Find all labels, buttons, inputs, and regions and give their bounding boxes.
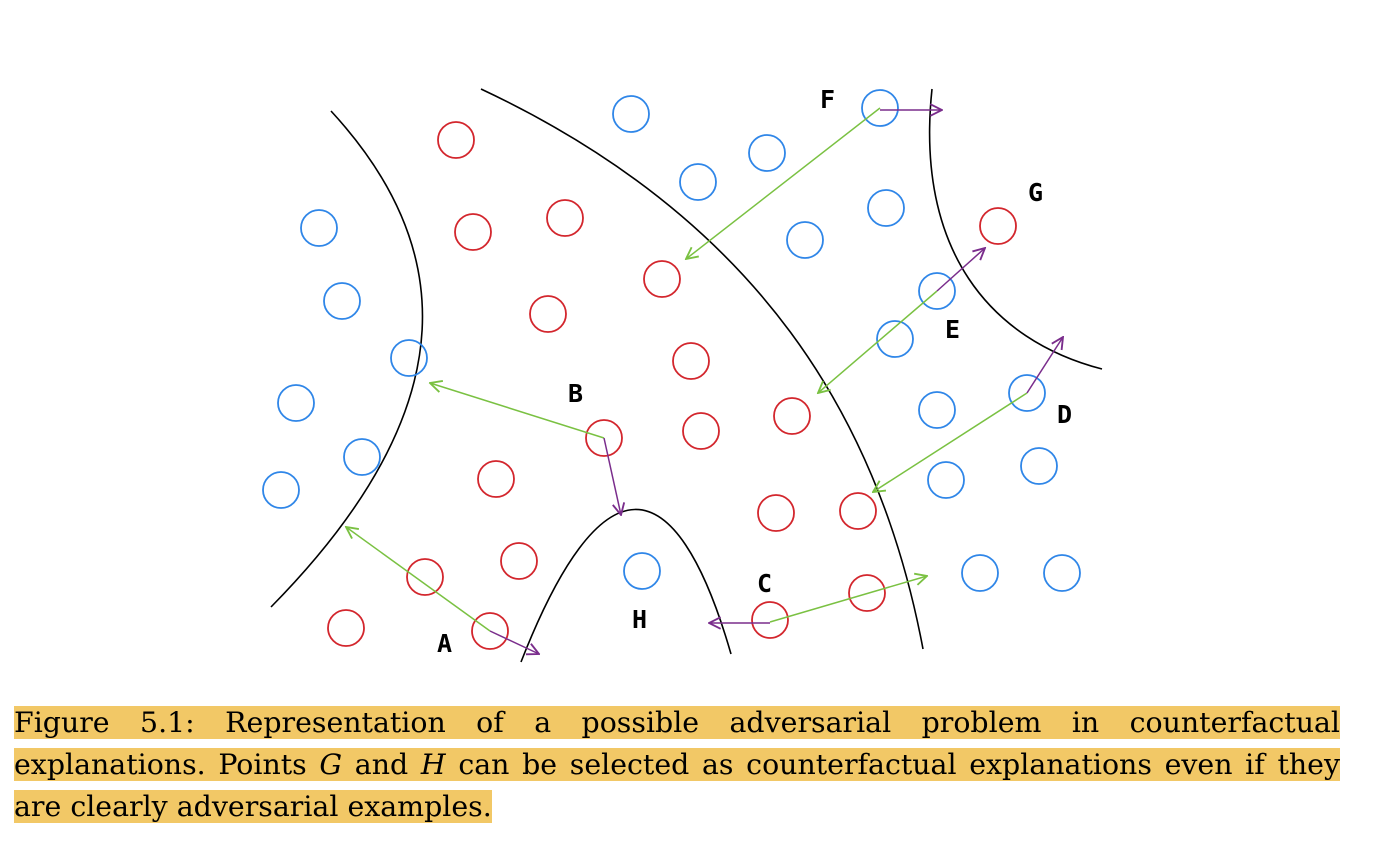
red-point	[839, 492, 877, 530]
blue-point-h	[623, 552, 661, 590]
red-point	[454, 213, 492, 251]
adversarial-counterfactual-diagram: A B C D E F G H	[262, 85, 1103, 663]
red-point	[546, 199, 584, 237]
red-point	[477, 460, 515, 498]
counterfactual-arrow-d	[873, 392, 1028, 492]
boundary-center	[480, 88, 924, 650]
red-point-a	[471, 612, 509, 650]
counterfactual-arrow-e	[818, 290, 938, 393]
class-blue-points	[262, 89, 1081, 592]
boundary-bottom-arch	[520, 508, 732, 663]
decision-boundaries	[270, 88, 1103, 663]
red-point	[327, 609, 365, 647]
blue-point	[323, 282, 361, 320]
blue-point	[612, 95, 650, 133]
label-f: F	[820, 85, 835, 114]
red-point	[848, 574, 886, 612]
counterfactual-arrows	[346, 107, 1028, 632]
red-point	[500, 542, 538, 580]
blue-point	[390, 339, 428, 377]
label-b: B	[568, 379, 583, 408]
counterfactual-arrow-c	[769, 576, 927, 623]
red-point	[406, 558, 444, 596]
blue-point	[961, 554, 999, 592]
blue-point	[277, 384, 315, 422]
blue-point	[1043, 554, 1081, 592]
blue-point	[679, 163, 717, 201]
blue-point-d	[1008, 374, 1046, 412]
counterfactual-arrow-f	[686, 107, 881, 259]
blue-point	[786, 221, 824, 259]
blue-point	[262, 471, 300, 509]
label-e: E	[945, 315, 960, 344]
adversarial-arrow-a	[489, 630, 539, 654]
label-a: A	[437, 629, 452, 658]
boundary-right	[928, 88, 1103, 370]
blue-point-f	[861, 89, 899, 127]
blue-point	[876, 320, 914, 358]
point-labels: A B C D E F G H	[437, 85, 1072, 658]
label-d: D	[1057, 400, 1072, 429]
red-point	[437, 121, 475, 159]
caption-text-3: can be selected as counterfactual explan…	[14, 748, 1340, 823]
figure-caption: Figure 5.1: Representation of a possible…	[14, 702, 1340, 828]
red-point-b	[585, 419, 623, 457]
caption-point-h: H	[420, 748, 446, 781]
caption-highlight: Figure 5.1: Representation of a possible…	[14, 706, 1340, 823]
red-point-g	[979, 207, 1017, 245]
blue-point	[918, 391, 956, 429]
caption-text-2: and	[342, 748, 421, 781]
boundary-left	[270, 110, 424, 608]
blue-point	[927, 461, 965, 499]
red-point	[529, 295, 567, 333]
red-point	[682, 412, 720, 450]
counterfactual-arrow-a	[346, 527, 491, 632]
label-c: C	[757, 569, 772, 598]
adversarial-arrow-d	[1026, 337, 1063, 394]
red-point-c	[751, 601, 789, 639]
red-point	[672, 342, 710, 380]
label-g: G	[1028, 178, 1043, 207]
adversarial-arrow-e	[936, 248, 985, 292]
caption-point-g: G	[319, 748, 343, 781]
red-point	[757, 494, 795, 532]
blue-point	[1020, 447, 1058, 485]
blue-point	[300, 209, 338, 247]
red-point	[643, 260, 681, 298]
red-point	[773, 397, 811, 435]
label-h: H	[632, 605, 647, 634]
blue-point	[748, 134, 786, 172]
caption-text-1: Figure 5.1: Representation of a possible…	[14, 706, 1340, 781]
counterfactual-arrow-b	[430, 383, 605, 439]
adversarial-arrow-b	[603, 437, 621, 515]
blue-point-e	[918, 272, 956, 310]
adversarial-arrows	[489, 110, 1063, 654]
blue-point	[343, 438, 381, 476]
blue-point	[867, 189, 905, 227]
class-red-points	[327, 121, 1017, 650]
